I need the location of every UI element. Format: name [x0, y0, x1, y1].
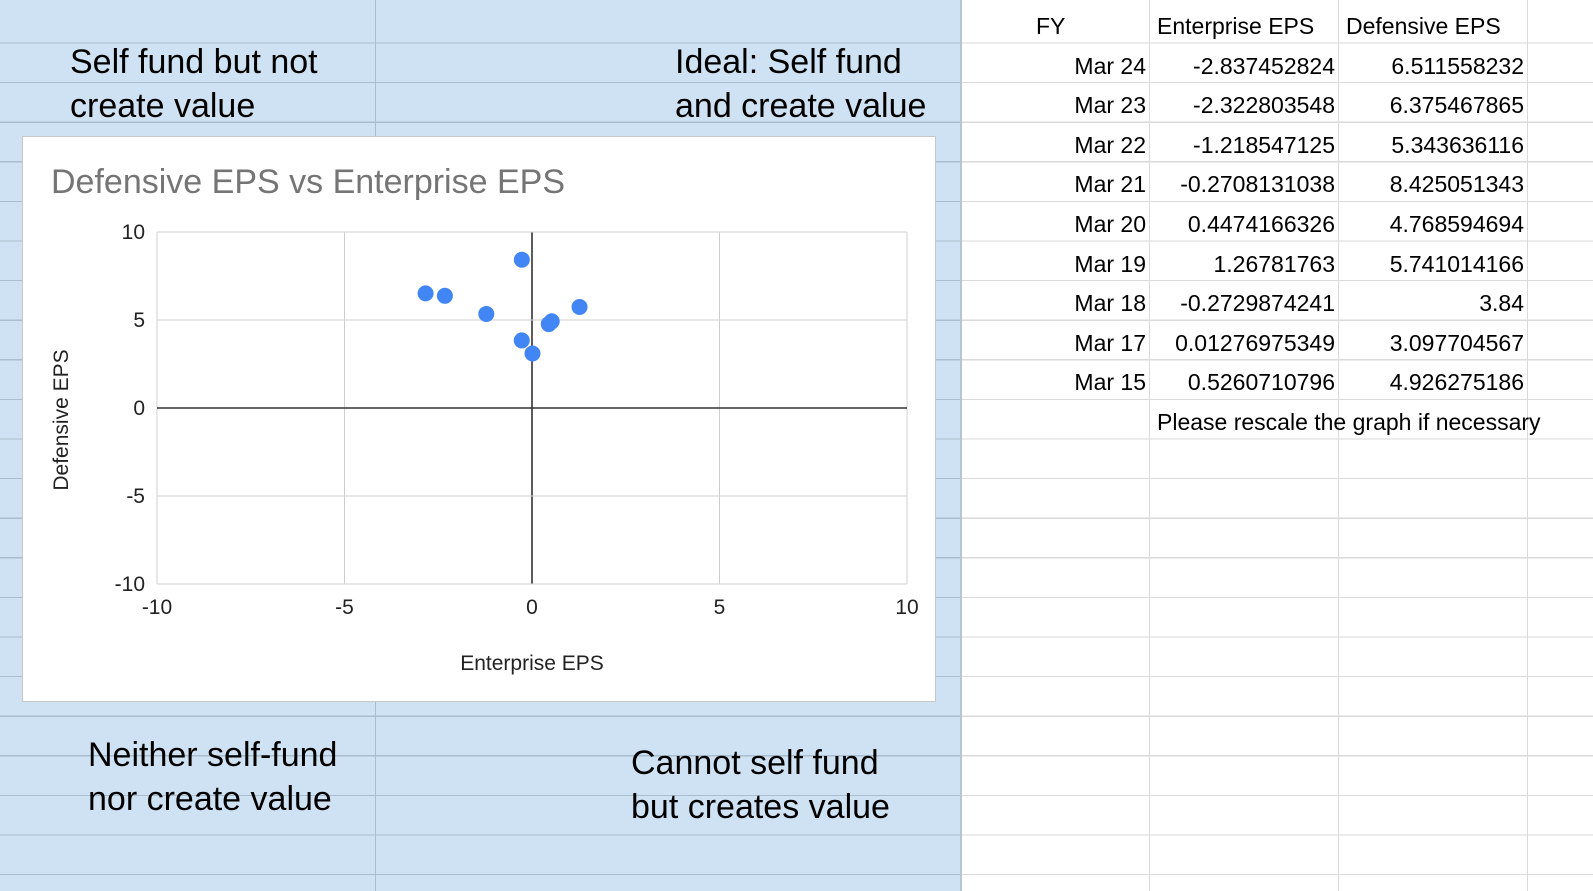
- table-cell[interactable]: 5.343636116: [1391, 131, 1524, 158]
- table-cell[interactable]: 3.097704567: [1389, 329, 1524, 356]
- column-divider: [960, 0, 962, 891]
- chart-title: Defensive EPS vs Enterprise EPS: [51, 163, 565, 201]
- table-cell[interactable]: Mar 21: [1074, 171, 1146, 198]
- y-tick-label: 10: [122, 221, 145, 244]
- data-point: [513, 251, 530, 268]
- quadrant-label-bottom-left[interactable]: Neither self-fund nor create value: [88, 736, 338, 818]
- table-cell[interactable]: Mar 19: [1074, 250, 1146, 277]
- column-divider: [1338, 0, 1339, 891]
- data-grid: [962, 0, 1593, 891]
- y-tick-label: -10: [115, 573, 145, 596]
- table-cell[interactable]: Mar 17: [1074, 329, 1146, 356]
- table-cell[interactable]: 4.926275186: [1389, 369, 1524, 396]
- y-tick-label: -5: [126, 485, 145, 508]
- table-cell[interactable]: -0.2708131038: [1180, 171, 1335, 198]
- y-axis-label: Defensive EPS: [50, 349, 73, 490]
- table-cell[interactable]: -0.2729874241: [1180, 290, 1335, 317]
- table-cell[interactable]: Mar 15: [1074, 369, 1146, 396]
- table-cell[interactable]: -2.837452824: [1193, 52, 1335, 79]
- data-point: [524, 345, 541, 362]
- quadrant-label-top-right[interactable]: Ideal: Self fund and create value: [675, 43, 927, 125]
- table-cell[interactable]: 4.768594694: [1389, 211, 1524, 237]
- rescale-note[interactable]: Please rescale the graph if necessary: [1157, 409, 1541, 435]
- table-header-cell[interactable]: Defensive EPS: [1346, 13, 1501, 39]
- chart-canvas: Defensive EPS vs Enterprise EPS -10 -5 0 5 10…: [50, 163, 919, 675]
- table-cell[interactable]: 0.01276975349: [1175, 329, 1335, 356]
- table-cell[interactable]: 6.375467865: [1389, 92, 1524, 119]
- quadrant-label-bottom-right[interactable]: Cannot self fund but creates value: [631, 744, 890, 826]
- table-cell[interactable]: -2.322803548: [1193, 92, 1335, 119]
- x-tick-label: 5: [714, 596, 726, 619]
- table-header-cell[interactable]: Enterprise EPS: [1157, 13, 1315, 39]
- x-axis-label: Enterprise EPS: [460, 652, 604, 675]
- data-point: [478, 305, 495, 322]
- x-tick-label: 10: [895, 596, 918, 619]
- data-point: [436, 287, 453, 304]
- table-cell[interactable]: Mar 18: [1074, 290, 1146, 317]
- table-cell[interactable]: 0.4474166326: [1187, 211, 1335, 237]
- column-divider: [1149, 0, 1150, 891]
- table-header-cell[interactable]: FY: [1036, 13, 1066, 39]
- y-tick-label: 0: [133, 397, 145, 420]
- table-cell[interactable]: Mar 23: [1074, 92, 1146, 119]
- table-cell[interactable]: 8.425051343: [1389, 171, 1524, 198]
- table-cell[interactable]: Mar 20: [1074, 211, 1146, 237]
- x-tick-label: 0: [526, 596, 538, 619]
- column-divider: [1527, 0, 1528, 891]
- table-cell[interactable]: 6.511558232: [1391, 52, 1524, 79]
- quadrant-label-top-left[interactable]: Self fund but not create value: [70, 43, 318, 125]
- y-tick-label: 5: [133, 309, 145, 332]
- table-cell[interactable]: 5.741014166: [1389, 250, 1524, 277]
- data-point: [571, 298, 588, 315]
- table-cell[interactable]: Mar 24: [1074, 52, 1146, 79]
- x-tick-label: -10: [142, 596, 172, 619]
- table-cell[interactable]: Mar 22: [1074, 131, 1146, 158]
- x-tick-label: -5: [335, 596, 354, 619]
- table-cell[interactable]: 0.5260710796: [1187, 369, 1335, 396]
- table-cell[interactable]: 3.84: [1479, 290, 1524, 317]
- table-cell[interactable]: -1.218547125: [1193, 131, 1335, 158]
- data-point: [543, 313, 560, 330]
- data-point: [513, 332, 530, 349]
- data-point: [417, 285, 434, 302]
- scatter-chart[interactable]: Defensive EPS vs Enterprise EPS -10 -5 0 5 10…: [22, 136, 936, 702]
- table-cell[interactable]: 1.26781763: [1213, 250, 1335, 277]
